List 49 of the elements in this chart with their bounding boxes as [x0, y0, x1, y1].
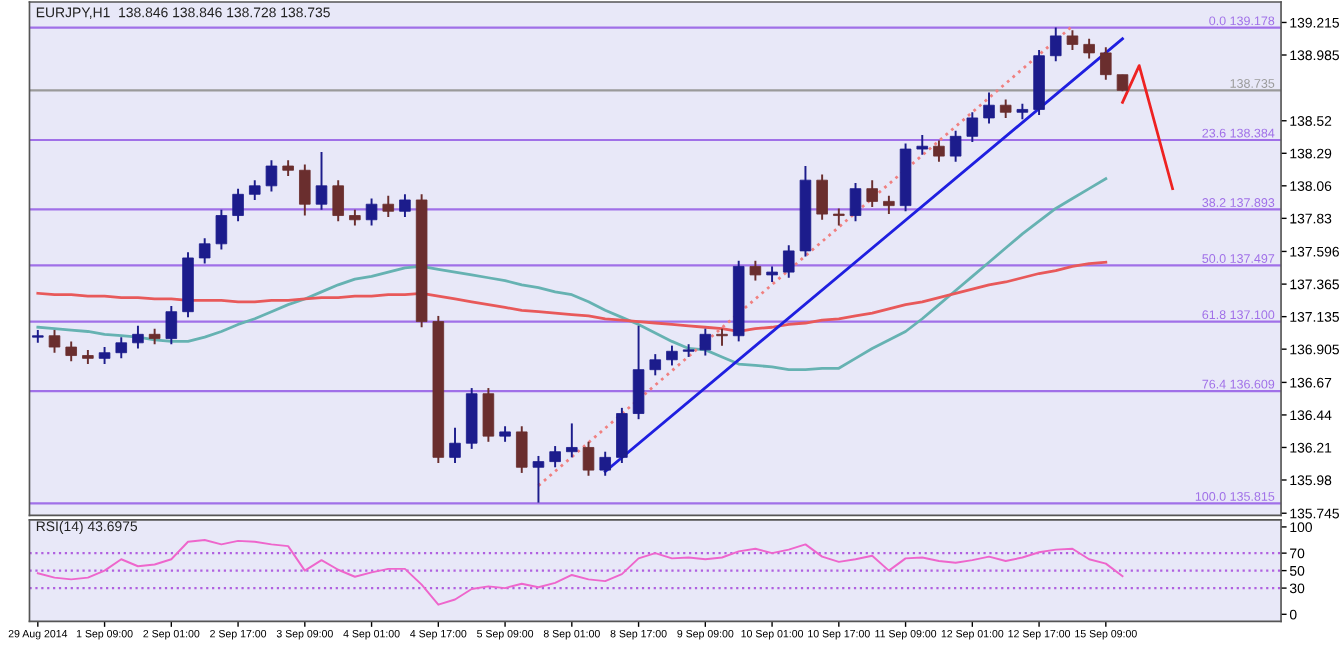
- candlestick: [115, 336, 128, 360]
- candlestick: [532, 454, 545, 504]
- candlestick: [198, 237, 211, 265]
- candlestick: [249, 179, 261, 201]
- line-series: [36, 539, 1124, 606]
- candlestick: [933, 139, 945, 163]
- candlestick: [883, 194, 895, 216]
- candlestick: [165, 305, 178, 346]
- candlestick: [749, 259, 762, 282]
- candlestick: [315, 150, 328, 211]
- candlestick: [632, 324, 645, 421]
- line-series: [36, 260, 1108, 333]
- candlestick: [332, 179, 344, 223]
- candlestick: [516, 425, 528, 474]
- candlestick: [816, 173, 828, 221]
- candlestick: [699, 327, 712, 357]
- candlestick: [265, 159, 278, 193]
- candlestick: [783, 244, 795, 279]
- candlestick: [399, 193, 411, 218]
- candlestick: [566, 422, 578, 459]
- candlestick: [582, 440, 595, 477]
- candlestick: [365, 197, 378, 227]
- candlestick: [48, 329, 61, 354]
- candlestick: [215, 208, 228, 251]
- candlestick: [132, 324, 144, 350]
- candlestick: [966, 111, 979, 143]
- candlestick: [382, 194, 395, 218]
- candlestick: [1100, 46, 1112, 81]
- candlestick: [232, 187, 244, 223]
- candlestick: [666, 344, 678, 367]
- line-series: [36, 177, 1108, 372]
- candlestick: [616, 406, 628, 464]
- candlestick: [716, 327, 728, 347]
- candlestick: [599, 450, 611, 477]
- candlestick: [65, 340, 77, 363]
- candlestick: [983, 91, 995, 125]
- candlestick: [949, 129, 962, 163]
- candlestick: [649, 353, 662, 377]
- candlestick: [1050, 26, 1062, 63]
- candlestick: [549, 445, 561, 469]
- candlestick: [1066, 29, 1079, 52]
- candlestick: [299, 163, 311, 217]
- candlestick: [849, 182, 862, 223]
- candlestick: [999, 98, 1012, 119]
- candlestick: [449, 426, 461, 464]
- candlestick: [916, 133, 929, 156]
- candlestick: [866, 179, 878, 209]
- candlestick: [482, 387, 495, 443]
- candlestick: [1083, 37, 1095, 60]
